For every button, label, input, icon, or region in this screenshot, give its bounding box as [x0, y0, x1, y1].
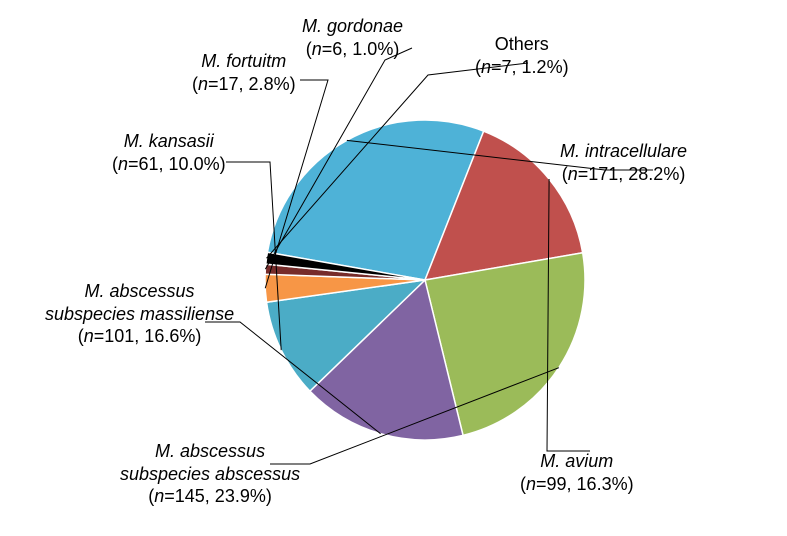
- pie-chart-container: M. intracellulare(n=171, 28.2%) M. avium(…: [0, 0, 787, 536]
- label-abs_abs: M. abscessussubspecies abscessus(n=145, …: [120, 440, 300, 508]
- label-kansasii: M. kansasii(n=61, 10.0%): [112, 130, 226, 175]
- label-abs_mass: M. abscessussubspecies massiliense(n=101…: [45, 280, 234, 348]
- label-avium: M. avium(n=99, 16.3%): [520, 450, 634, 495]
- label-gordonae: M. gordonae(n=6, 1.0%): [302, 15, 403, 60]
- pie-chart-svg: [0, 0, 787, 536]
- label-others: Others(n=7, 1.2%): [475, 33, 569, 78]
- label-fortuitm: M. fortuitm(n=17, 2.8%): [192, 50, 296, 95]
- label-intracellulare: M. intracellulare(n=171, 28.2%): [560, 140, 687, 185]
